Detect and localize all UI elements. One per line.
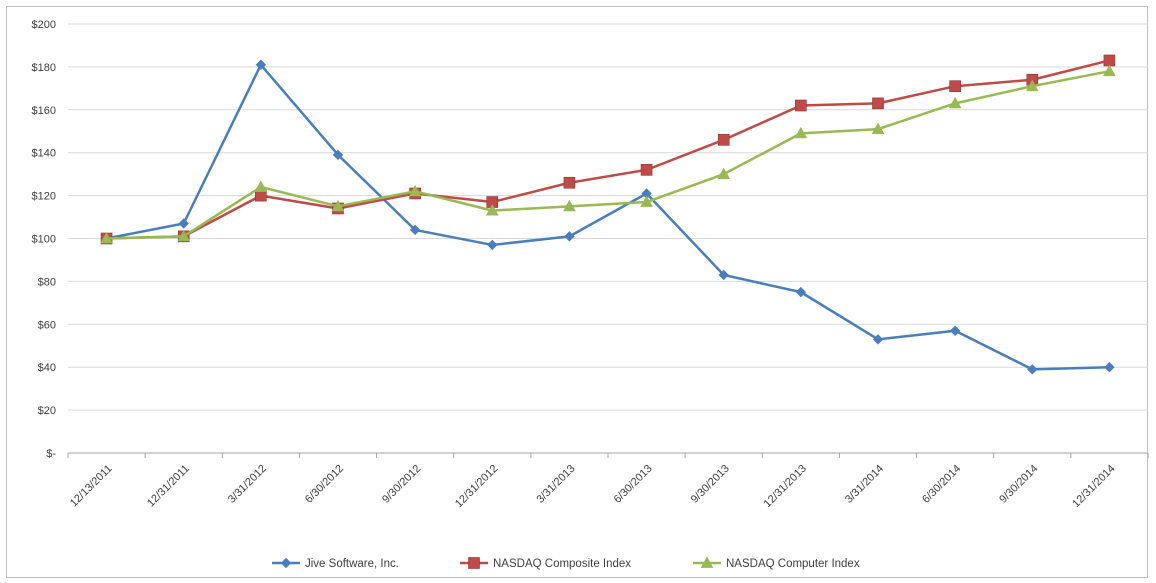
series-1 <box>101 59 1115 375</box>
legend-marker <box>468 557 480 569</box>
data-point <box>178 218 189 229</box>
y-axis-tick-labels: $- $20 $40 $60 $80 $100 $120 $140 $160 $180 $200 <box>32 19 57 460</box>
data-point <box>949 325 961 336</box>
series-line <box>106 63 1110 371</box>
data-point <box>717 134 730 146</box>
data-point <box>794 126 808 139</box>
legend-label: NASDAQ Composite Index <box>493 558 631 570</box>
x-tick-label: 6/30/2013 <box>612 463 655 506</box>
series-line <box>106 59 1110 240</box>
axes <box>67 452 1149 458</box>
y-tick-label: $200 <box>32 19 56 31</box>
data-point <box>948 96 962 109</box>
data-point <box>640 164 653 176</box>
series-line <box>106 69 1110 240</box>
data-point <box>564 231 575 242</box>
legend-label: Jive Software, Inc. <box>305 558 399 570</box>
x-tick-label: 6/30/2012 <box>303 463 346 506</box>
data-point <box>177 229 191 242</box>
y-tick-label: $160 <box>32 105 56 117</box>
data-point <box>408 184 422 197</box>
x-tick-label: 12/31/2013 <box>762 463 809 510</box>
legend-item: Jive Software, Inc. <box>272 557 399 570</box>
x-tick-label: 9/30/2014 <box>997 463 1040 506</box>
x-tick-label: 3/31/2012 <box>226 463 269 506</box>
x-tick-label: 9/30/2012 <box>380 463 423 506</box>
x-tick-label: 9/30/2013 <box>689 463 732 506</box>
data-point <box>487 239 498 251</box>
series-3 <box>100 64 1116 244</box>
x-tick-label: 12/31/2014 <box>1070 463 1117 510</box>
data-point <box>1104 361 1115 373</box>
legend-marker <box>280 557 292 569</box>
data-point <box>795 286 807 298</box>
series-lines <box>100 54 1116 375</box>
x-axis-tick-labels: 12/13/2011 12/31/2011 3/31/2012 6/30/2012 9/… <box>68 463 1118 510</box>
data-point <box>1103 64 1116 77</box>
legend-item: NASDAQ Composite Index <box>460 557 631 570</box>
x-tick-label: 12/13/2011 <box>68 463 115 510</box>
data-point <box>254 180 268 192</box>
data-point <box>1103 54 1116 67</box>
data-point <box>255 59 267 70</box>
x-tick-label: 6/30/2014 <box>920 463 963 506</box>
data-point <box>332 149 344 161</box>
data-point <box>717 167 731 180</box>
y-tick-label: $80 <box>38 276 56 288</box>
x-tick-label: 3/31/2014 <box>843 463 886 506</box>
data-point <box>563 199 576 212</box>
gridlines <box>68 23 1148 411</box>
data-point <box>949 80 961 93</box>
legend-marker <box>700 556 714 568</box>
data-point <box>718 269 729 281</box>
data-point <box>1027 364 1038 375</box>
y-tick-label: $- <box>46 448 56 460</box>
x-tick-label: 12/31/2012 <box>453 463 500 510</box>
legend-label: NASDAQ Computer Index <box>726 558 860 570</box>
chart-frame <box>6 6 1148 578</box>
y-tick-label: $20 <box>38 405 56 417</box>
legend-item: NASDAQ Computer Index <box>693 556 860 570</box>
data-point <box>640 195 653 207</box>
data-point <box>331 199 345 212</box>
x-tick-label: 3/31/2013 <box>534 463 577 506</box>
data-point <box>485 204 499 216</box>
y-tick-label: $40 <box>38 362 56 374</box>
x-tick-label: 12/31/2011 <box>145 463 192 510</box>
data-point <box>409 224 421 236</box>
y-tick-label: $140 <box>32 148 56 160</box>
data-point <box>872 97 884 110</box>
y-tick-label: $120 <box>32 191 56 203</box>
data-point <box>872 334 884 345</box>
y-tick-label: $180 <box>32 62 56 74</box>
y-tick-label: $60 <box>38 319 56 331</box>
data-point <box>795 99 807 112</box>
data-point <box>100 231 113 244</box>
data-point <box>871 122 885 135</box>
legend: Jive Software, Inc. NASDAQ Composite Inde… <box>272 556 860 570</box>
y-tick-label: $100 <box>32 234 56 246</box>
data-point <box>1025 79 1039 92</box>
data-point <box>563 176 576 189</box>
